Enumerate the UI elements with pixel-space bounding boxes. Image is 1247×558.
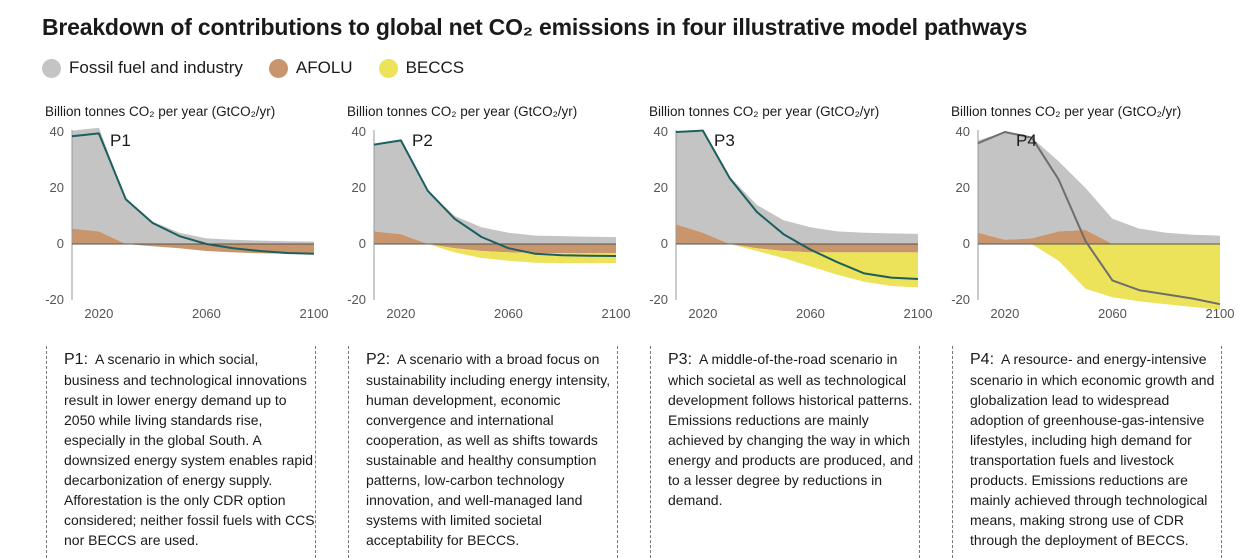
- y-tick-label-p2: -20: [347, 292, 366, 307]
- y-axis-title-p4: Billion tonnes CO₂ per year (GtCO₂/yr): [951, 104, 1182, 119]
- panel-label-p1: P1: [110, 131, 131, 150]
- legend-item-beccs: BECCS: [378, 58, 465, 78]
- x-tick-label-p3: 2100: [904, 306, 933, 321]
- x-tick-label-p2: 2060: [494, 306, 523, 321]
- y-tick-label-p3: 0: [661, 236, 668, 251]
- x-tick-label-p1: 2060: [192, 306, 221, 321]
- y-tick-label-p3: -20: [649, 292, 668, 307]
- y-tick-label-p4: 0: [963, 236, 970, 251]
- description-text-p1: A scenario in which social, business and…: [64, 351, 315, 548]
- legend-label-fossil: Fossil fuel and industry: [69, 58, 243, 77]
- legend-item-afolu: AFOLU: [268, 58, 353, 78]
- panel-label-p3: P3: [714, 131, 735, 150]
- y-tick-label-p4: 40: [956, 124, 970, 139]
- area-fossil-p1: [72, 127, 314, 244]
- description-p4: P4: A resource- and energy-intensive sce…: [952, 346, 1222, 558]
- area-beccs-p2: [374, 244, 616, 264]
- description-label-p2: P2:: [366, 351, 391, 368]
- area-afolu-positive-p4: [978, 230, 1220, 244]
- x-tick-label-p3: 2020: [688, 306, 717, 321]
- area-fossil-p3: [676, 132, 918, 244]
- chart-p4: 40 20 0 -20 2020 2060 2100 P4: [951, 124, 1235, 321]
- chart-p2: 40 20 0 -20 2020 2060 2100 P2: [347, 124, 631, 321]
- net-emissions-line-p2: [373, 139, 617, 258]
- y-tick-label-p1: -20: [45, 292, 64, 307]
- description-p3: P3: A middle-of-the-road scenario in whi…: [650, 346, 920, 558]
- panel-p3: Billion tonnes CO₂ per year (GtCO₂/yr) 4…: [646, 100, 946, 558]
- x-tick-label-p3: 2060: [796, 306, 825, 321]
- legend-label-afolu: AFOLU: [295, 58, 353, 77]
- legend-swatch-beccs: [378, 58, 398, 78]
- legend-item-fossil: Fossil fuel and industry: [42, 58, 243, 78]
- y-tick-label-p2: 20: [352, 180, 366, 195]
- y-axis-title-p1: Billion tonnes CO₂ per year (GtCO₂/yr): [45, 104, 276, 119]
- legend-label-beccs: BECCS: [405, 58, 465, 77]
- area-afolu-negative-p2: [374, 244, 616, 254]
- panel-p4: Billion tonnes CO₂ per year (GtCO₂/yr) 4…: [948, 100, 1247, 558]
- y-axis-title-p2: Billion tonnes CO₂ per year (GtCO₂/yr): [347, 104, 578, 119]
- chart-p1: 40 20 0 -20 2020 2060 2100 P1: [45, 124, 329, 321]
- description-label-p3: P3:: [668, 351, 693, 368]
- description-p1: P1: A scenario in which social, business…: [46, 346, 316, 558]
- panel-label-p4: P4: [1016, 131, 1037, 150]
- panel-label-p2: P2: [412, 131, 433, 150]
- description-text-p3: A middle-of-the-road scenario in which s…: [668, 351, 914, 508]
- area-beccs-p4: [978, 244, 1220, 310]
- panel-p1: Billion tonnes CO₂ per year (GtCO₂/yr) 4…: [42, 100, 342, 558]
- area-afolu-positive-p1: [72, 228, 314, 244]
- y-tick-label-p3: 20: [654, 180, 668, 195]
- y-tick-label-p2: 0: [359, 236, 366, 251]
- y-tick-label-p3: 40: [654, 124, 668, 139]
- x-tick-label-p4: 2100: [1206, 306, 1235, 321]
- x-tick-label-p1: 2020: [84, 306, 113, 321]
- area-afolu-negative-p3: [676, 244, 918, 253]
- area-fossil-p4: [978, 132, 1220, 244]
- y-tick-label-p1: 40: [50, 124, 64, 139]
- description-label-p4: P4:: [970, 351, 995, 368]
- net-emissions-line-p1: [71, 132, 315, 255]
- area-fossil-p2: [374, 140, 616, 244]
- x-tick-label-p2: 2100: [602, 306, 631, 321]
- x-tick-label-p4: 2020: [990, 306, 1019, 321]
- y-tick-label-p1: 0: [57, 236, 64, 251]
- description-p2: P2: A scenario with a broad focus on sus…: [348, 346, 618, 558]
- description-text-p4: A resource- and energy-intensive scenari…: [970, 351, 1215, 548]
- area-beccs-p3: [676, 244, 918, 288]
- legend-swatch-fossil: [42, 58, 61, 78]
- x-tick-label-p1: 2100: [300, 306, 329, 321]
- net-emissions-line-p4: [977, 131, 1221, 306]
- x-tick-label-p4: 2060: [1098, 306, 1127, 321]
- y-tick-label-p4: -20: [951, 292, 970, 307]
- chart-p3: 40 20 0 -20 2020 2060 2100 P3: [649, 124, 933, 321]
- y-tick-label-p4: 20: [956, 180, 970, 195]
- area-afolu-positive-p2: [374, 231, 616, 244]
- y-tick-label-p1: 20: [50, 180, 64, 195]
- x-tick-label-p2: 2020: [386, 306, 415, 321]
- net-emissions-line-p3: [675, 129, 919, 280]
- area-afolu-negative-p1: [72, 244, 314, 254]
- y-tick-label-p2: 40: [352, 124, 366, 139]
- description-label-p1: P1:: [64, 351, 89, 368]
- legend-swatch-afolu: [268, 58, 288, 78]
- area-afolu-positive-p3: [676, 224, 918, 244]
- panel-p2: Billion tonnes CO₂ per year (GtCO₂/yr) 4…: [344, 100, 644, 558]
- chart-title: Breakdown of contributions to global net…: [42, 14, 1028, 40]
- legend: Fossil fuel and industry AFOLU BECCS: [42, 58, 490, 78]
- description-text-p2: A scenario with a broad focus on sustain…: [366, 351, 611, 548]
- y-axis-title-p3: Billion tonnes CO₂ per year (GtCO₂/yr): [649, 104, 880, 119]
